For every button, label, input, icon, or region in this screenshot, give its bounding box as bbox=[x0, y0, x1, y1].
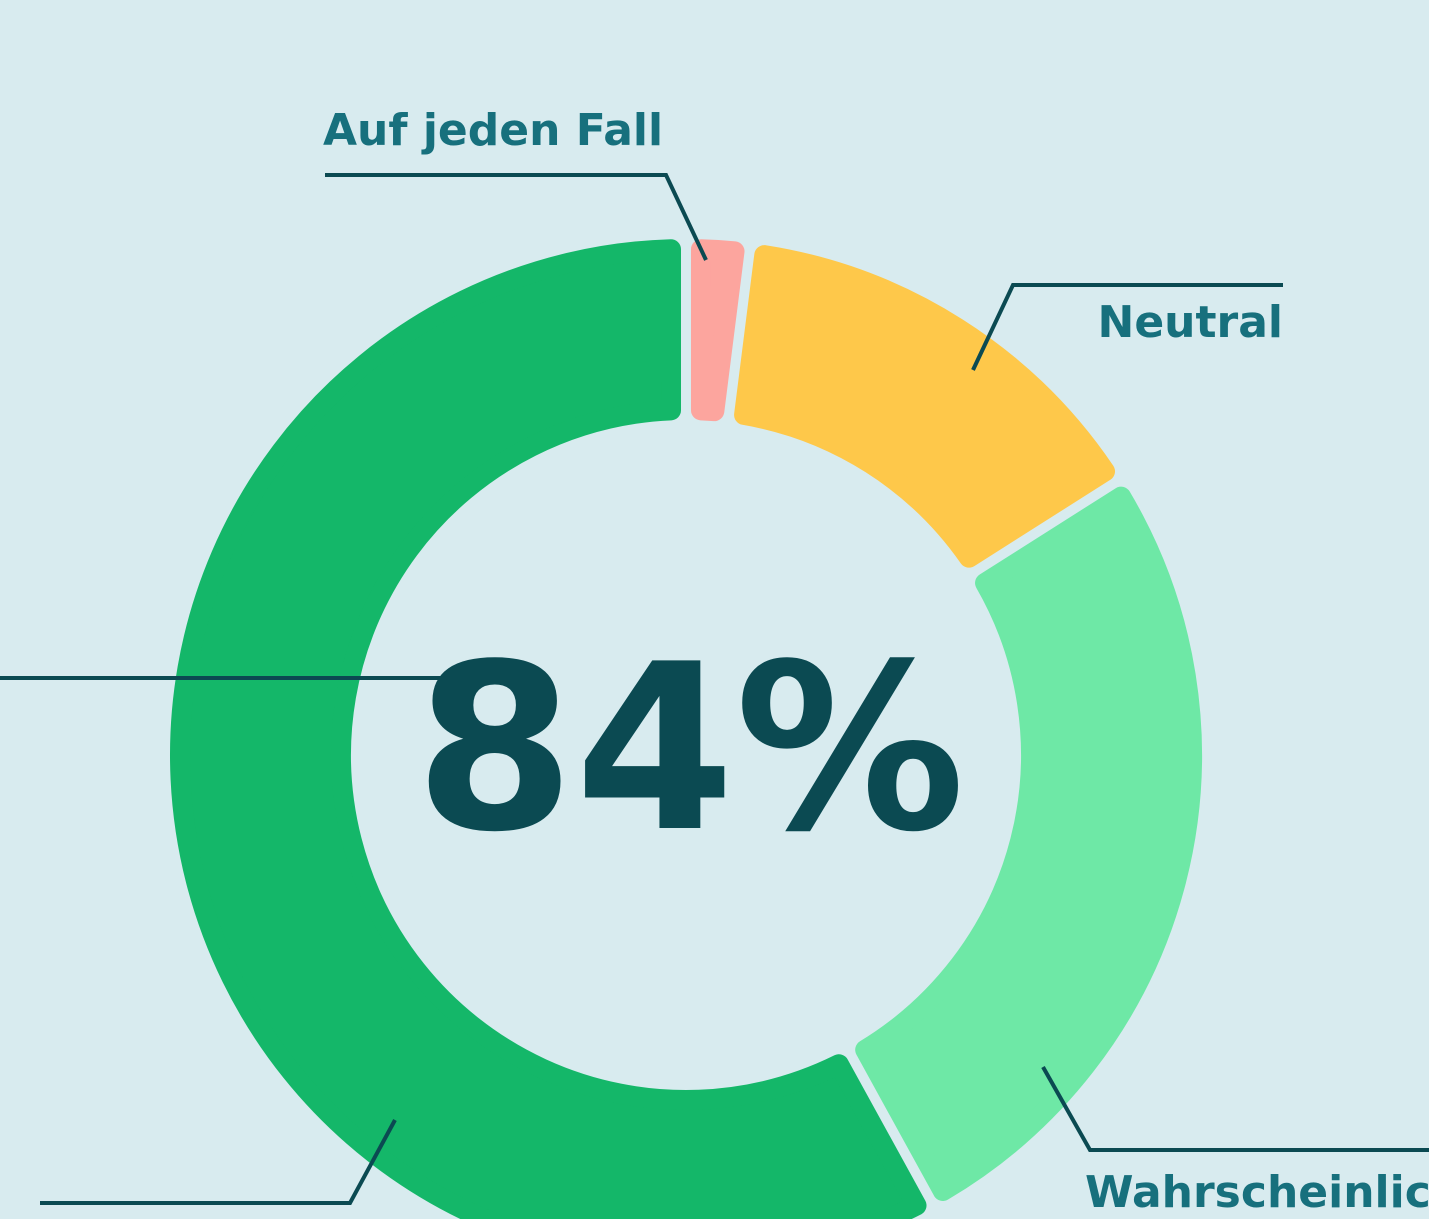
segment-label: Wahrscheinlich bbox=[1085, 1167, 1429, 1218]
leader-line bbox=[1041, 1066, 1429, 1152]
center-value: 84% bbox=[415, 616, 966, 883]
segment bbox=[734, 245, 1116, 568]
leader-line bbox=[325, 173, 708, 261]
segment bbox=[855, 486, 1202, 1201]
segment bbox=[690, 239, 745, 422]
segment bbox=[170, 239, 927, 1219]
leader-line bbox=[971, 283, 1283, 371]
segment-label: Auf jeden Fall bbox=[323, 105, 663, 156]
segment-label: Neutral bbox=[1098, 297, 1284, 348]
donut bbox=[170, 239, 1202, 1219]
leader-line bbox=[40, 1119, 397, 1205]
